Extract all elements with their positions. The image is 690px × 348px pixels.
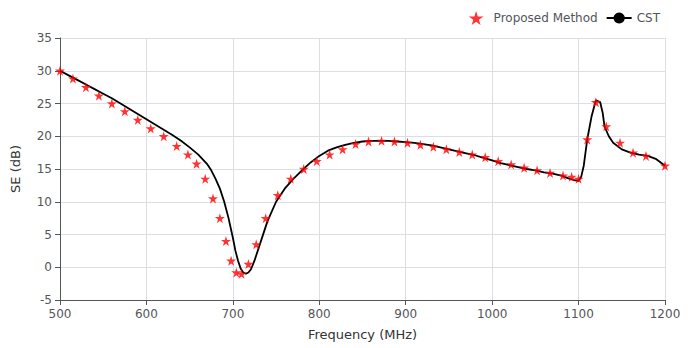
svg-text:10: 10 — [37, 195, 52, 209]
svg-text:1200: 1200 — [650, 307, 681, 321]
svg-text:25: 25 — [37, 97, 52, 111]
svg-text:-5: -5 — [40, 293, 52, 307]
svg-text:900: 900 — [394, 307, 417, 321]
svg-text:Proposed Method: Proposed Method — [494, 11, 598, 25]
svg-text:1100: 1100 — [563, 307, 594, 321]
svg-text:800: 800 — [308, 307, 331, 321]
svg-text:20: 20 — [37, 129, 52, 143]
svg-text:5: 5 — [44, 228, 52, 242]
svg-text:1000: 1000 — [477, 307, 508, 321]
svg-text:700: 700 — [221, 307, 244, 321]
svg-text:Frequency (MHz): Frequency (MHz) — [308, 327, 417, 342]
svg-text:15: 15 — [37, 162, 52, 176]
svg-text:35: 35 — [37, 31, 52, 45]
svg-text:600: 600 — [135, 307, 158, 321]
svg-text:SE (dB): SE (dB) — [8, 145, 23, 193]
svg-text:CST: CST — [637, 11, 661, 25]
svg-text:500: 500 — [49, 307, 72, 321]
svg-text:30: 30 — [37, 64, 52, 78]
svg-text:0: 0 — [44, 260, 52, 274]
